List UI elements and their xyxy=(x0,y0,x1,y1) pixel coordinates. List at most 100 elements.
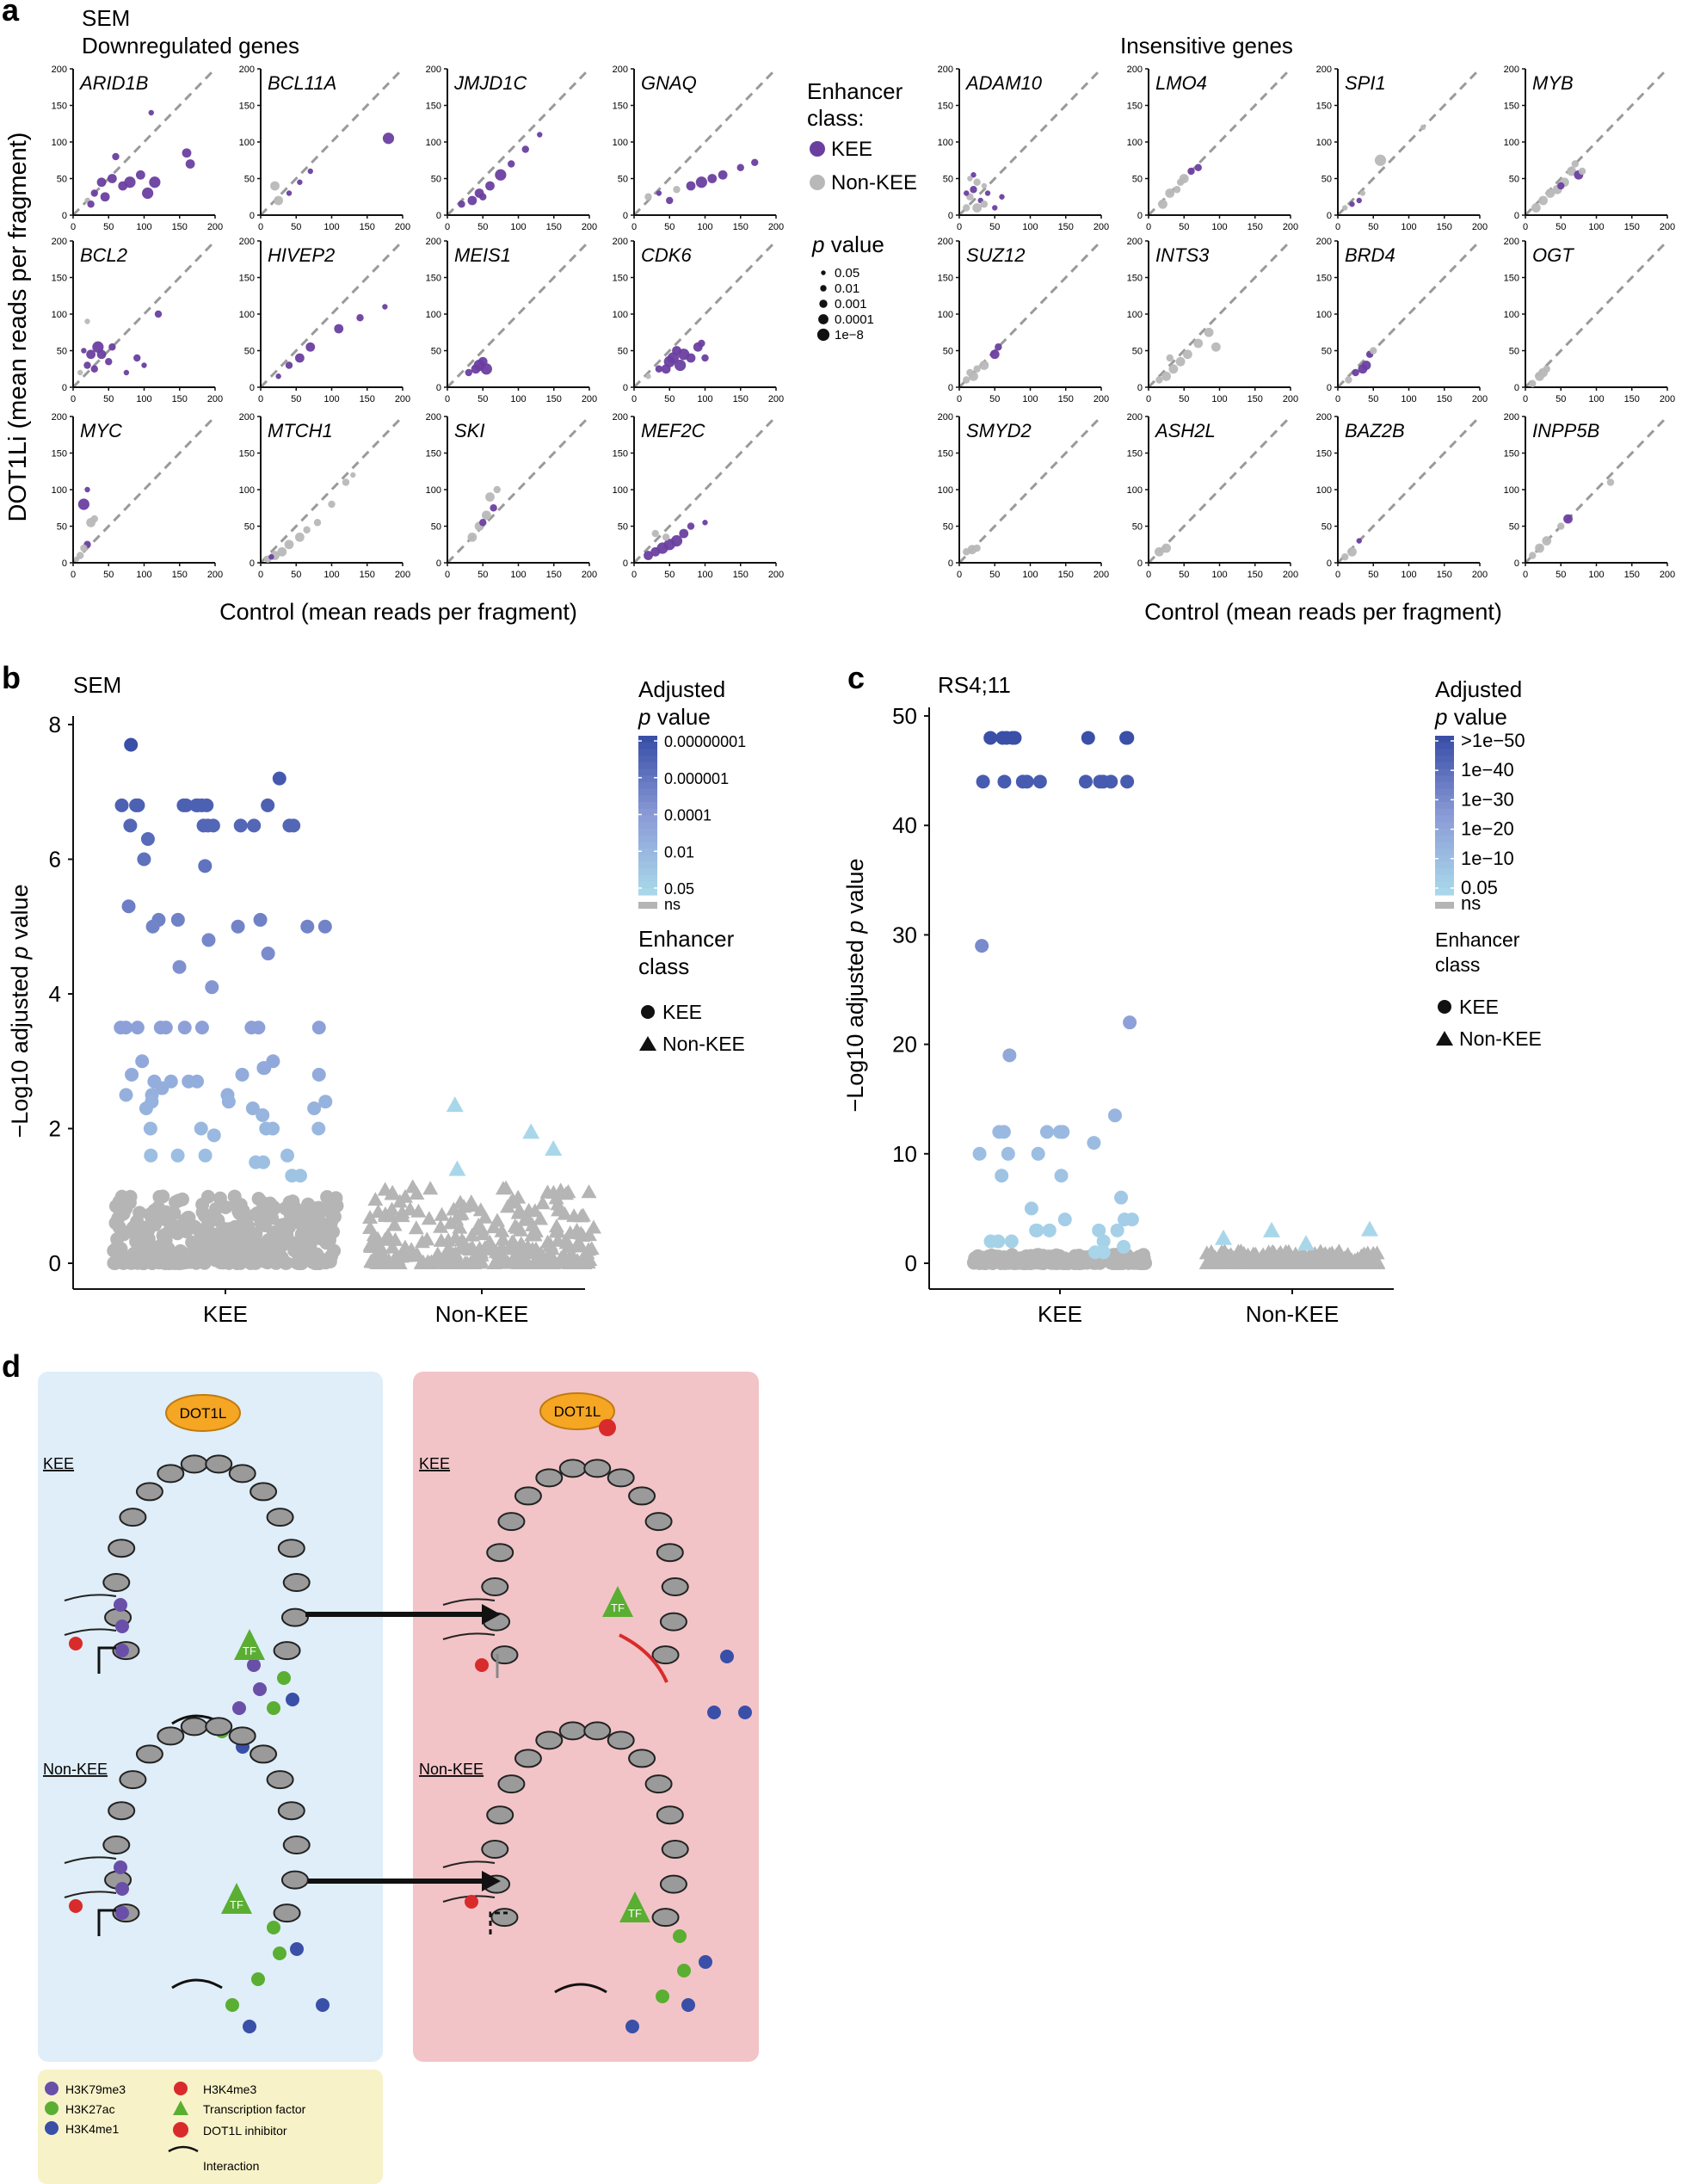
data-point xyxy=(334,324,344,334)
kee-point-ns xyxy=(243,1226,258,1241)
y-tick-label: 50 xyxy=(431,175,441,185)
nonkee-point-ns xyxy=(498,1180,514,1194)
kee-point-sig xyxy=(129,798,144,812)
nucleosome xyxy=(659,1874,687,1894)
nonkee-point-ns xyxy=(582,1252,598,1267)
diagonal-line xyxy=(71,239,217,389)
legend-tf-icon xyxy=(173,2101,188,2115)
scatter-inpp5b: 0 50 100 150 200 0 50 100 150 200 INPP5B xyxy=(1504,412,1676,580)
x-tick-label: 150 xyxy=(360,222,375,232)
nonkee-point-ns xyxy=(434,1206,450,1221)
legend-h3k4me1-icon xyxy=(45,2121,59,2135)
scatter-ogt: 0 50 100 150 200 0 50 100 150 200 OGT xyxy=(1504,237,1676,404)
y-tick-label: 150 xyxy=(52,449,67,460)
nucleosome xyxy=(228,1726,256,1746)
kee-point-ns xyxy=(197,1251,212,1266)
x-tick-label: KEE xyxy=(1038,1301,1082,1327)
y-tick-label: 4 xyxy=(49,981,61,1007)
gene-label: MEF2C xyxy=(641,420,705,441)
y-tick-label: 150 xyxy=(52,102,67,112)
nonkee-point-ns xyxy=(384,1201,400,1216)
kee-point-sig xyxy=(983,731,998,745)
nonkee-point-ns xyxy=(524,1227,540,1242)
y-tick-label: 150 xyxy=(52,274,67,284)
gene-label: INPP5B xyxy=(1532,420,1599,441)
x-tick-label: 200 xyxy=(1660,222,1675,232)
diagonal-line xyxy=(1336,239,1482,389)
legend-color-bar-segment xyxy=(1435,848,1454,856)
nonkee-point-sig xyxy=(1361,1220,1378,1237)
x-tick-label: 50 xyxy=(1556,570,1566,580)
x-tick-label: 150 xyxy=(1624,222,1640,232)
kee-point-sig xyxy=(124,737,139,752)
data-point xyxy=(1161,543,1172,553)
x-tick-label: 150 xyxy=(733,570,749,580)
nucleosome xyxy=(205,1717,233,1737)
legend-color-bar-segment xyxy=(638,762,657,770)
dot1l-ellipse-right xyxy=(539,1392,615,1430)
x-tick-label: 200 xyxy=(768,394,784,404)
legend-h3k79-icon xyxy=(45,2082,59,2095)
x-tick-label: 150 xyxy=(1058,394,1074,404)
x-tick-label: 50 xyxy=(477,394,488,404)
kee-point-sig xyxy=(1120,731,1135,745)
kee-point-ns xyxy=(205,1243,219,1257)
x-tick-label: 100 xyxy=(697,570,712,580)
data-point xyxy=(1211,342,1221,352)
histone-mark xyxy=(115,1619,129,1633)
data-point xyxy=(1158,199,1167,209)
data-point xyxy=(479,193,487,201)
legend-title-2-p: p xyxy=(1434,704,1447,730)
legend-h3k27-icon xyxy=(45,2101,59,2115)
kee-point-sig xyxy=(198,1148,213,1163)
data-point xyxy=(105,358,113,366)
y-tick-label: 200 xyxy=(239,412,255,423)
nucleosome xyxy=(266,1770,294,1790)
data-point xyxy=(508,160,515,168)
dna-strand xyxy=(64,1891,117,1898)
tss-arrow xyxy=(97,1646,116,1674)
y-tick-label: 20 xyxy=(892,1032,917,1058)
data-point xyxy=(670,534,683,547)
y-tick-label: 100 xyxy=(52,138,67,148)
nonkee-point-ns xyxy=(408,1220,424,1235)
x-tick-label: KEE xyxy=(203,1301,248,1327)
gene-label: BRD4 xyxy=(1345,244,1395,266)
y-tick-label: 150 xyxy=(938,274,953,284)
x-tick-label: 50 xyxy=(291,570,301,580)
legend-color-bar-segment xyxy=(1435,842,1454,849)
x-tick-label: 100 xyxy=(697,394,712,404)
y-tick-label: 0 xyxy=(623,383,628,393)
nucleosome xyxy=(656,1805,684,1825)
data-point xyxy=(1168,364,1179,374)
p-size-label: 0.001 xyxy=(835,297,867,312)
tf-shape xyxy=(619,1891,650,1922)
scatter-jmjd1c: 0 50 100 150 200 0 50 100 150 200 JMJD1C xyxy=(426,65,598,232)
data-point xyxy=(1154,546,1164,557)
kee-point-sig xyxy=(1020,774,1034,789)
nonkee-label-right: Non-KEE xyxy=(419,1761,484,1778)
arrow-kee-head xyxy=(482,1604,501,1625)
legend-ns-swatch xyxy=(1435,902,1454,909)
x-tick-label: 0 xyxy=(71,222,76,232)
legend-color-bar-segment xyxy=(638,775,657,783)
data-point xyxy=(686,353,696,363)
y-tick-label: 0 xyxy=(62,211,67,221)
nonkee-point-ns xyxy=(557,1206,573,1220)
kee-point-sig xyxy=(125,1067,139,1082)
x-tick-label: 200 xyxy=(395,394,410,404)
kee-point-ns xyxy=(1050,1249,1064,1263)
x-tick-label: 200 xyxy=(1660,570,1675,580)
kee-point-sig xyxy=(135,1054,150,1069)
y-tick-label: 100 xyxy=(1504,138,1519,148)
nonkee-point-ns xyxy=(362,1209,379,1224)
nonkee-point-sig xyxy=(522,1123,540,1139)
data-point xyxy=(274,195,284,206)
y-tick-label: 50 xyxy=(244,175,255,185)
legend-kee-shape xyxy=(641,1005,655,1019)
kee-point-ns xyxy=(108,1199,123,1213)
nucleosome xyxy=(481,1840,509,1860)
y-tick-label: 50 xyxy=(1509,347,1519,357)
data-point xyxy=(135,170,145,180)
data-point xyxy=(979,361,989,370)
